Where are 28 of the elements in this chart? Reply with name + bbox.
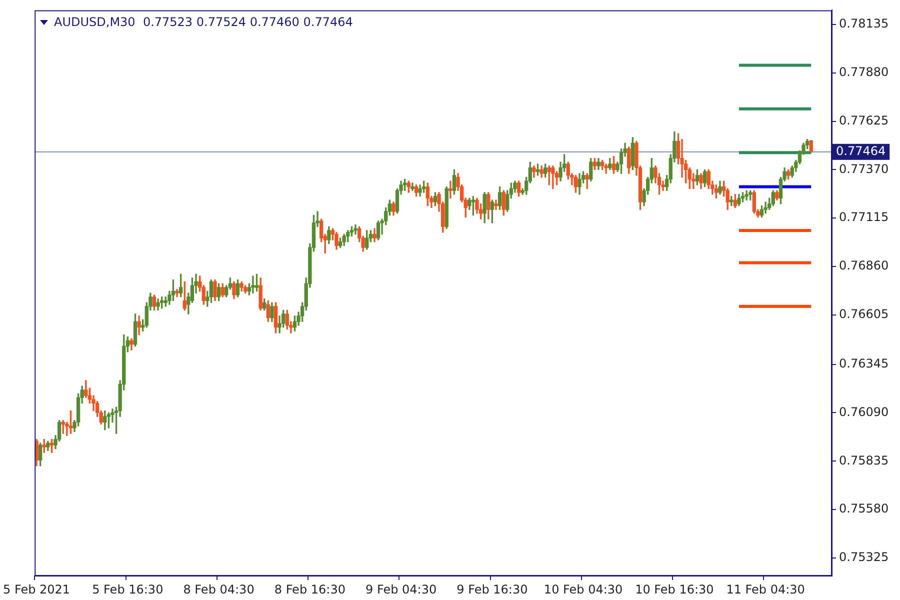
y-tick-label: 0.76605 — [839, 307, 889, 322]
y-tick-label: 0.77370 — [839, 162, 889, 176]
candlestick — [604, 164, 608, 174]
x-tick-label: 5 Feb 2021 — [3, 582, 70, 596]
y-tick-label: 0.75580 — [839, 502, 889, 516]
x-tick-label: 9 Feb 16:30 — [456, 582, 528, 596]
y-tick-label: 0.75325 — [839, 550, 889, 564]
x-tick-label: 5 Feb 16:30 — [92, 582, 164, 596]
chart-title: AUDUSD,M30 0.77523 0.77524 0.77460 0.77464 — [54, 15, 353, 29]
x-tick-label: 9 Feb 04:30 — [365, 582, 437, 596]
y-tick-label: 0.76090 — [839, 404, 889, 419]
y-tick-label: 0.77115 — [839, 210, 889, 224]
y-tick-label: 0.75835 — [839, 453, 889, 468]
x-tick-label: 8 Feb 16:30 — [274, 582, 346, 596]
y-tick-label: 0.78135 — [839, 16, 889, 31]
y-tick-label: 0.77880 — [839, 64, 889, 79]
candlestick — [744, 190, 748, 200]
x-tick-label: 11 Feb 04:30 — [726, 582, 805, 596]
x-tick-label: 10 Feb 04:30 — [544, 582, 623, 596]
y-tick-label: 0.76345 — [839, 356, 889, 370]
y-tick-label: 0.76860 — [839, 258, 889, 273]
candlestick — [764, 202, 768, 214]
candlestick — [251, 276, 255, 294]
ref-line-label: 0.77464 — [836, 144, 886, 158]
candlestick — [494, 200, 498, 210]
x-tick-label: 8 Feb 04:30 — [183, 582, 254, 596]
x-tick-label: 10 Feb 16:30 — [635, 582, 714, 596]
y-tick-label: 0.77625 — [839, 113, 889, 128]
